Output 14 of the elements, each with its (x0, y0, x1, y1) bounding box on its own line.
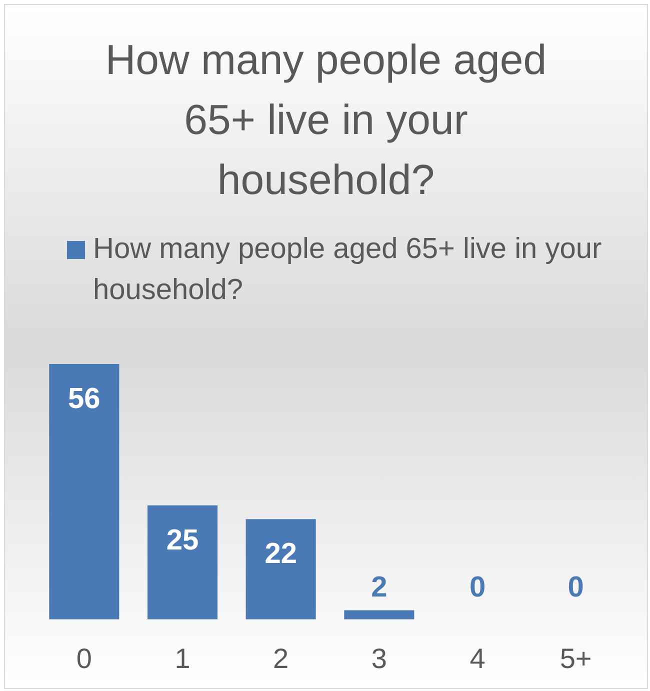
chart-title: How many people aged 65+ live in your household? (104, 35, 548, 205)
x-tick-label: 2 (273, 642, 289, 674)
data-label: 22 (264, 538, 297, 570)
x-tick-label: 1 (174, 642, 190, 674)
data-label: 2 (371, 571, 388, 604)
data-label: 0 (469, 571, 486, 604)
x-tick-label: 4 (470, 642, 486, 674)
data-label: 56 (68, 383, 100, 415)
x-tick-label: 0 (76, 642, 92, 674)
data-label: 25 (166, 524, 199, 556)
x-tick-label: 3 (371, 642, 387, 674)
data-label: 0 (568, 571, 584, 604)
legend-label: How many people aged 65+ live in your household? (93, 232, 603, 308)
x-tick-label: 5+ (560, 642, 592, 674)
